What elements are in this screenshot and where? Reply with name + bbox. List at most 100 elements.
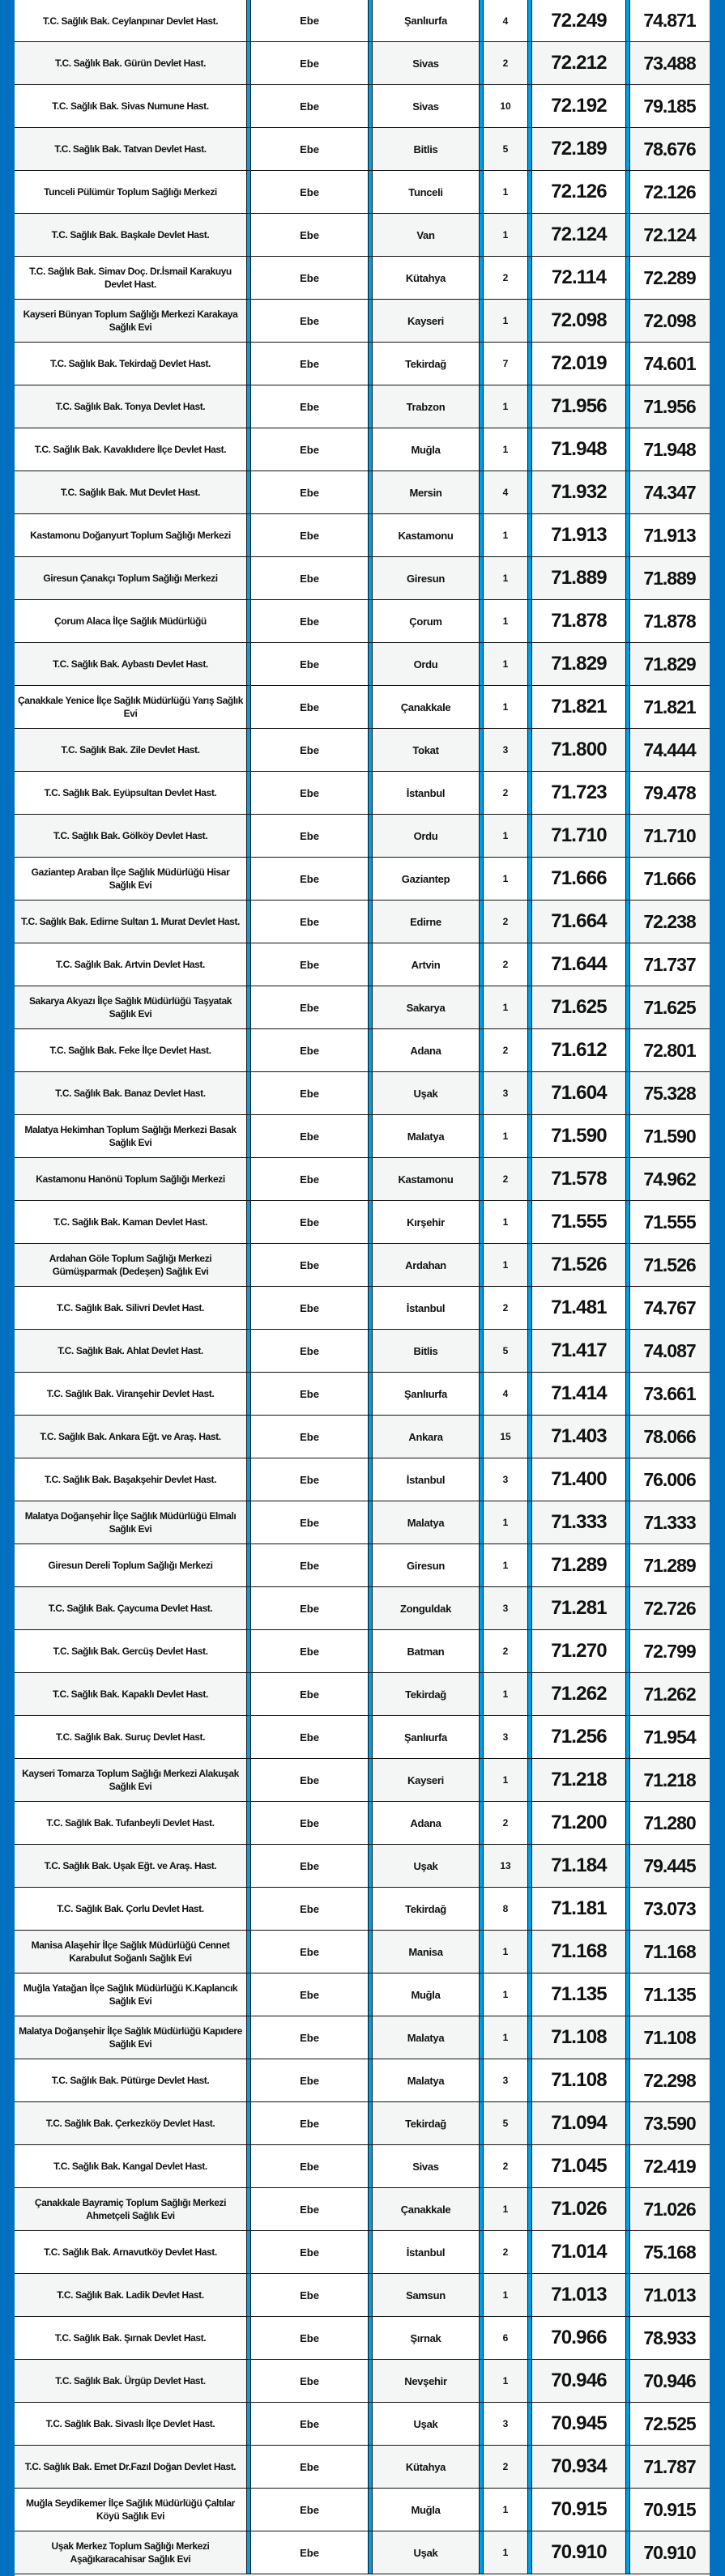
quota-cell: 1 [484,1759,527,1801]
column-divider [246,643,251,685]
title-cell: Ebe [300,958,319,971]
quota-cell: 2 [502,787,509,798]
min-score-cell: 71.956 [532,385,625,428]
column-divider [246,300,251,342]
province-cell: Ordu [373,815,479,857]
title-cell: Ebe [300,615,319,628]
column-divider [368,1845,373,1887]
column-divider [246,171,251,213]
min-score-cell: 71.108 [532,2016,625,2059]
province-cell: Çanakkale [400,700,451,713]
column-divider [625,1974,630,2016]
column-divider [479,1501,484,1543]
column-divider [368,1458,373,1501]
column-divider [368,1888,373,1930]
province-cell: Giresun [373,557,479,599]
column-divider [246,42,251,84]
institution-cell: T.C. Sağlık Bak. Sivas Numune Hast. [52,100,209,112]
column-divider [625,686,630,728]
column-divider [368,2102,373,2144]
province-cell: Kırşehir [407,1216,445,1228]
column-divider [527,2102,532,2144]
province-cell: İstanbul [406,2246,446,2259]
max-score-cell: 78.933 [643,2327,696,2348]
column-divider [479,1802,484,1844]
title-cell: Ebe [251,729,368,771]
column-divider [625,986,630,1028]
column-divider [625,772,630,814]
column-divider [625,1759,630,1801]
column-divider [479,2446,484,2488]
column-divider [246,1416,251,1458]
max-score-cell: 71.956 [630,385,709,428]
column-divider [527,2274,532,2316]
institution-cell: T.C. Sağlık Bak. Mut Devlet Hast. [15,471,246,513]
column-divider [368,2360,373,2402]
title-cell: Ebe [300,1559,319,1572]
quota-cell: 1 [484,385,527,428]
column-divider [625,1029,630,1071]
column-divider [246,2016,251,2059]
column-divider [246,1673,251,1715]
column-divider [368,1802,373,1844]
min-score-cell: 71.333 [532,1501,625,1543]
max-score-cell: 78.066 [630,1416,709,1458]
min-score-cell: 71.913 [551,524,607,546]
column-divider [246,385,251,428]
column-divider [479,85,484,127]
column-divider [625,643,630,685]
column-divider [625,2403,630,2445]
column-divider [527,2360,532,2402]
province-cell: Trabzon [373,385,479,428]
quota-cell: 1 [502,530,509,541]
min-score-cell: 71.013 [532,2274,625,2316]
table-row: T.C. Sağlık Bak. Edirne Sultan 1. Murat … [15,901,710,943]
title-cell: Ebe [300,1988,319,2001]
column-divider [246,1716,251,1758]
column-divider [527,2446,532,2488]
max-score-cell: 73.073 [643,1897,696,1919]
column-divider [527,986,532,1028]
max-score-cell: 74.767 [643,1297,696,1318]
table-row: T.C. Sağlık Bak. Aybastı Devlet Hast. Ebe… [15,643,710,686]
institution-cell: T.C. Sağlık Bak. Uşak Eğt. ve Araş. Hast… [15,1845,246,1887]
column-divider [246,514,251,556]
column-divider [479,1587,484,1629]
column-divider [625,1287,630,1329]
column-divider [246,2446,251,2488]
title-cell: Ebe [251,1587,368,1629]
column-divider [527,2145,532,2187]
column-divider [246,600,251,642]
column-divider [368,557,373,599]
column-divider [368,901,373,943]
column-divider [246,1373,251,1415]
title-cell: Ebe [300,100,319,113]
institution-cell: Çanakkale Yenice İlçe Sağlık Müdürlüğü Y… [18,695,243,719]
table-row: T.C. Sağlık Bak. Gölköy Devlet Hast. Ebe O… [15,815,710,858]
title-cell: Ebe [251,214,368,256]
province-cell: Tokat [373,729,479,771]
province-cell: Sivas [373,42,479,84]
province-cell: Nevşehir [373,2360,479,2402]
title-cell: Ebe [251,1931,368,1973]
title-cell: Ebe [300,1473,319,1486]
column-divider [479,2231,484,2273]
institution-cell: Sakarya Akyazı İlçe Sağlık Müdürlüğü Taş… [15,986,246,1028]
quota-cell: 8 [502,1903,509,1914]
quota-cell: 1 [502,615,509,627]
column-divider [625,343,630,385]
column-divider [368,1158,373,1200]
column-divider [368,471,373,513]
min-score-cell: 71.094 [532,2102,625,2144]
column-divider [527,128,532,170]
min-score-cell: 70.934 [532,2446,625,2488]
table-row: T.C. Sağlık Bak. Şırnak Devlet Hast. Ebe Ş… [15,2317,710,2360]
table-row: Ardahan Göle Toplum Sağlığı Merkezi Gümü… [15,1244,710,1287]
column-divider [368,600,373,642]
max-score-cell: 72.799 [643,1640,696,1662]
min-score-cell: 71.829 [532,643,625,685]
title-cell: Ebe [251,2531,368,2574]
quota-cell: 1 [484,1673,527,1715]
column-divider [368,428,373,470]
institution-cell: T.C. Sağlık Bak. Viranşehir Devlet Hast. [46,1388,215,1399]
